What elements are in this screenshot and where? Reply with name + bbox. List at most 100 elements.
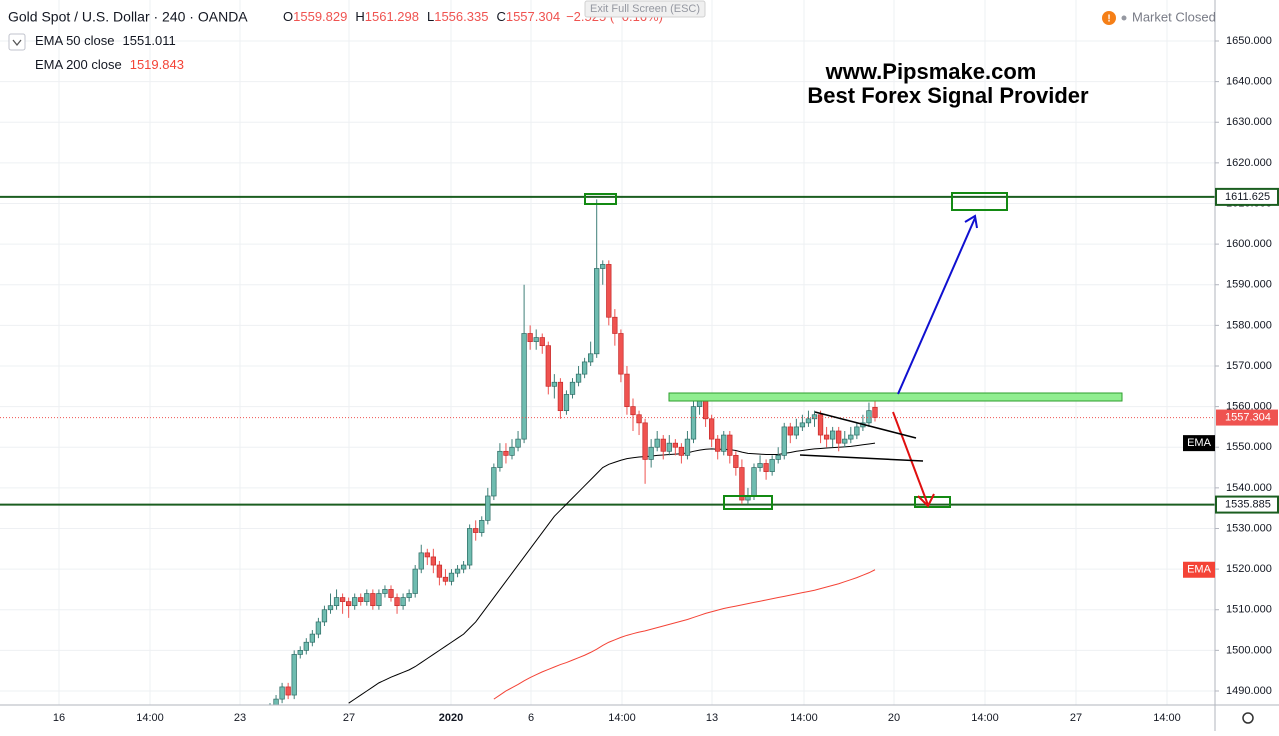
level-badge [1215, 187, 1279, 206]
candle-body [515, 438, 521, 448]
y-tick-label: 1650.000 [1226, 35, 1272, 47]
candle-body [708, 418, 715, 440]
candle-body [315, 621, 322, 635]
candle-body [551, 381, 557, 387]
candle-body [799, 422, 806, 428]
candle-body [763, 463, 769, 472]
y-tick-label: 1640.000 [1226, 76, 1272, 88]
level-badge [1215, 495, 1279, 514]
x-tick-label: 6 [528, 712, 534, 724]
level-label: 1535.885 [1225, 498, 1271, 510]
ohlc-prefix: C [496, 9, 505, 24]
x-tick-label: 14:00 [790, 712, 818, 724]
legend-name: EMA 50 close [35, 33, 115, 48]
candle-body [823, 434, 830, 440]
candle-body [872, 406, 878, 418]
legend-entry: EMA 50 close 1551.011 [35, 33, 176, 48]
candle-body [509, 446, 515, 456]
candle-body [727, 434, 733, 456]
candle-body [485, 495, 491, 521]
arrow-head [917, 493, 935, 508]
y-tick-label: 1620.000 [1226, 157, 1272, 169]
ema-badge [1183, 435, 1215, 452]
candle-body [394, 597, 400, 607]
candle-body [321, 609, 328, 623]
candle-body [630, 406, 636, 416]
status-icon-mark: ! [1107, 14, 1110, 25]
watermark: Best Forex Signal Provider [807, 83, 1089, 108]
box [723, 495, 773, 510]
candle-body [781, 426, 787, 456]
candle-body [430, 556, 436, 566]
x-tick-label: 14:00 [971, 712, 999, 724]
y-tick-label: 1530.000 [1226, 522, 1272, 534]
ohlc-value: 1561.298 [365, 9, 419, 24]
x-tick-label: 23 [234, 712, 246, 724]
candle-body [352, 597, 358, 607]
ema-badge-label: EMA [1187, 564, 1212, 576]
trend-line [799, 454, 924, 462]
legend-entry: EMA 200 close 1519.843 [35, 57, 184, 72]
candle-body [303, 641, 309, 651]
candle-body [503, 450, 509, 456]
market-status: Market Closed [1132, 9, 1216, 24]
ohlc-value: 1556.335 [434, 9, 488, 24]
legend-toggle[interactable] [8, 33, 26, 51]
ohlc-value: 1559.829 [293, 9, 347, 24]
candle-body [563, 394, 570, 412]
settings-icon[interactable] [1242, 712, 1254, 724]
y-tick-label: 1570.000 [1226, 360, 1272, 372]
candle-body [618, 333, 624, 375]
grid [0, 0, 1215, 705]
candle-body [297, 650, 303, 655]
exit-fullscreen[interactable]: Exit Full Screen (ESC) [590, 3, 700, 15]
x-tick-label: 16 [53, 712, 65, 724]
candle-body [521, 333, 527, 440]
y-tick-label: 1500.000 [1226, 644, 1272, 656]
candle-body [527, 333, 533, 342]
candle-body [866, 410, 872, 424]
candle-body [364, 593, 370, 602]
exit-fullscreen-button[interactable] [584, 0, 706, 18]
candle-body [842, 438, 848, 444]
candle-body [751, 467, 757, 497]
candle-body [612, 316, 618, 334]
levels [0, 195, 1215, 506]
candle-body [594, 268, 600, 355]
price-badge [1216, 409, 1278, 426]
ema-line [493, 569, 876, 700]
candle-body [285, 686, 291, 696]
candle-body [600, 264, 606, 269]
candle-body [805, 418, 812, 424]
ohlc-value: 1557.304 [506, 9, 560, 24]
price-label: 1557.304 [1225, 411, 1271, 423]
candle-body [769, 459, 775, 472]
candle-body [775, 455, 781, 460]
candle-body [721, 434, 727, 452]
candle-body [557, 381, 564, 412]
y-tick-label: 1590.000 [1226, 279, 1272, 291]
candle-body [346, 601, 352, 607]
candle-body [575, 373, 582, 383]
y-tick-label: 1540.000 [1226, 482, 1272, 494]
x-tick-label: 2020 [439, 712, 463, 724]
drawings [584, 192, 1123, 510]
ema-badge [1183, 561, 1215, 578]
candle-body [854, 426, 860, 436]
watermark: www.Pipsmake.com [825, 59, 1037, 84]
legend-value: 1551.011 [123, 33, 176, 48]
candle-body [412, 568, 418, 594]
arrow-up [897, 217, 976, 395]
box [584, 193, 617, 205]
candle-body [327, 605, 334, 611]
candle-body [442, 576, 449, 582]
candle-body [684, 438, 691, 456]
x-tick-label: 14:00 [608, 712, 636, 724]
candle-body [829, 430, 836, 440]
candle-body [654, 438, 660, 448]
legend-toggle-icon [12, 39, 22, 47]
candle-body [358, 597, 364, 602]
axes: 16 14:00 23 27 2020 6 14:00 13 14:00 20 14:00 27 14:… [35, 33, 1279, 724]
ema-badge-label: EMA [1187, 437, 1212, 449]
